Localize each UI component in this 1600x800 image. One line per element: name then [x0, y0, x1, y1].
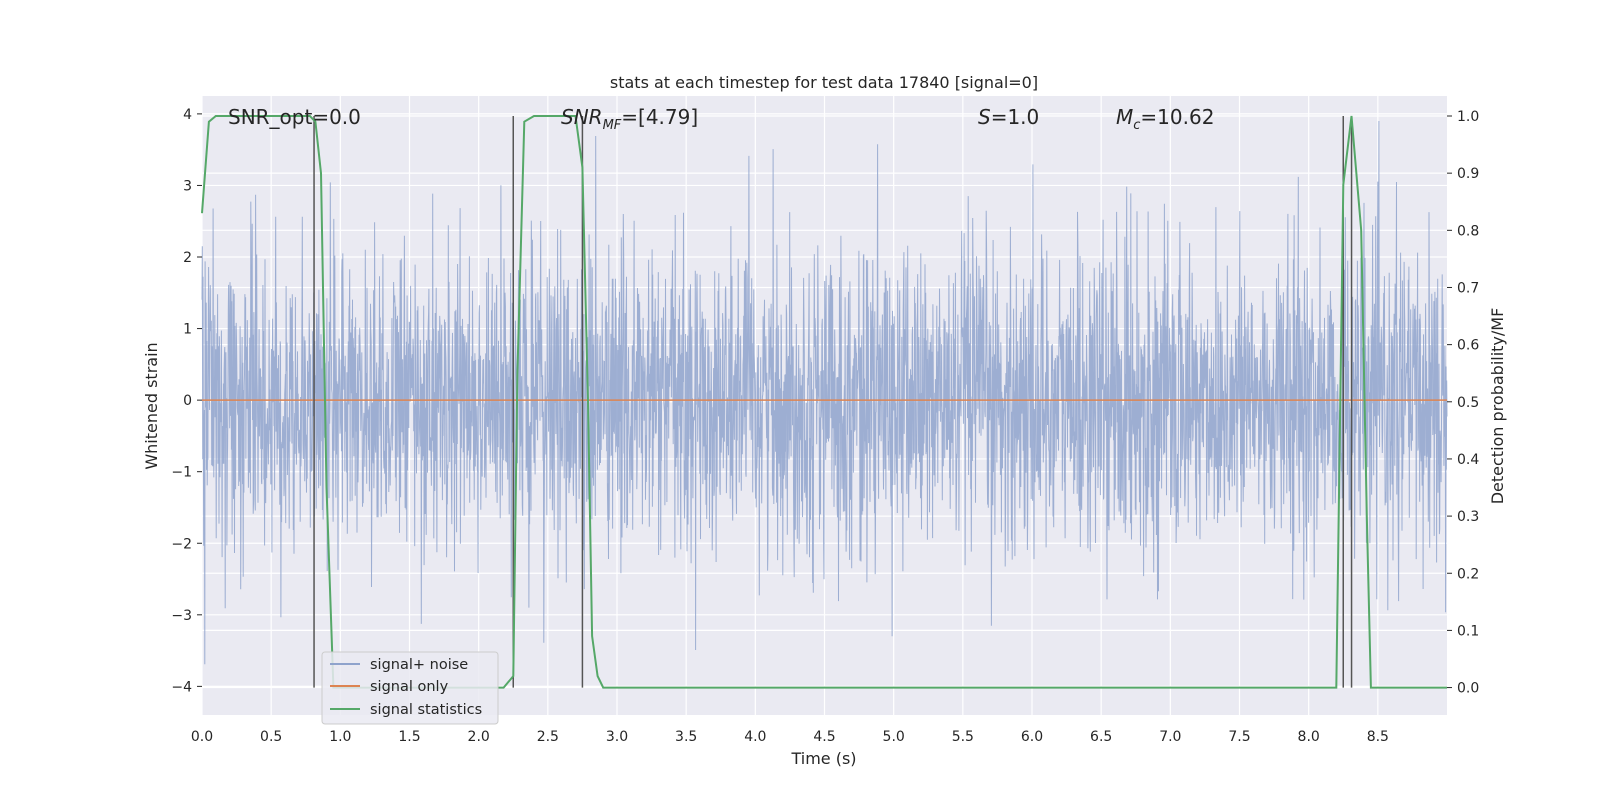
y2-tick-label: 0.0 — [1457, 681, 1479, 697]
y2-tick-label: 0.7 — [1457, 280, 1479, 296]
tick-labels: 0.0 0.5 1.0 1.5 2.0 2.5 3.0 3.5 4.0 4.5 5.0 5.5 6.0 6… — [171, 107, 1479, 745]
x-tick-label: 4.0 — [744, 729, 766, 745]
legend: signal+ noise signal only signal statist… — [321, 651, 499, 725]
x-tick-label: 7.5 — [1228, 729, 1250, 745]
y2-tick-label: 0.8 — [1457, 223, 1479, 239]
svg-text:S=1.0: S=1.0 — [978, 105, 1039, 129]
y-tick-label: −3 — [171, 608, 192, 624]
signal-statistics-line — [201, 115, 1447, 689]
y-tick-label: −4 — [171, 679, 192, 695]
x-axis-label: Time (s) — [790, 749, 856, 768]
y-tick-label: 0 — [183, 393, 192, 409]
y2-tick-label: 0.2 — [1457, 566, 1479, 582]
y-tick-label: 1 — [183, 322, 192, 338]
y2-tick-label: 1.0 — [1457, 109, 1479, 125]
x-tick-label: 3.0 — [606, 729, 628, 745]
x-tick-label: 8.0 — [1298, 729, 1320, 745]
series-signal-noise — [201, 120, 1448, 665]
legend-label-signal-only: signal only — [370, 679, 449, 695]
annotation-s: S=1.0 — [978, 105, 1039, 129]
x-tick-label: 3.5 — [675, 729, 697, 745]
x-tick-label: 5.5 — [952, 729, 974, 745]
y-axis-label: Whitened strain — [142, 342, 161, 469]
series-signal-statistics — [201, 115, 1447, 689]
legend-label-statistics: signal statistics — [370, 702, 482, 718]
detection-markers — [313, 116, 1353, 688]
x-tick-label: 2.0 — [468, 729, 490, 745]
y2-axis-label: Detection probability/MF — [1488, 308, 1507, 505]
y2-tick-label: 0.3 — [1457, 509, 1479, 525]
legend-label-noise: signal+ noise — [370, 657, 468, 673]
y2-tick-label: 0.4 — [1457, 452, 1479, 468]
y2-tick-label: 0.6 — [1457, 338, 1479, 354]
x-tick-label: 0.0 — [191, 729, 213, 745]
annotation-mc: Mc=10.62 — [1116, 105, 1214, 133]
y-tick-label: −1 — [171, 465, 192, 481]
x-tick-label: 8.5 — [1367, 729, 1389, 745]
svg-text:Mc=10.62: Mc=10.62 — [1116, 105, 1214, 133]
x-tick-label: 7.0 — [1159, 729, 1181, 745]
annotation-snr-opt: SNR_opt=0.0 — [228, 105, 361, 129]
x-tick-label: 6.5 — [1090, 729, 1112, 745]
signal-noise-line — [201, 120, 1448, 665]
y2-tick-label: 0.9 — [1457, 166, 1479, 182]
chart-title: stats at each timestep for test data 178… — [610, 73, 1038, 92]
y2-tick-label: 0.5 — [1457, 395, 1479, 411]
legend-box — [321, 651, 499, 725]
y-tick-label: 3 — [183, 178, 192, 194]
x-tick-label: 4.5 — [813, 729, 835, 745]
y-tick-label: −2 — [171, 536, 192, 552]
x-tick-label: 5.0 — [883, 729, 905, 745]
y-tick-label: 4 — [183, 107, 192, 123]
svg-text:SNRMF=[4.79]: SNRMF=[4.79] — [561, 105, 698, 133]
x-tick-label: 1.5 — [398, 729, 420, 745]
x-tick-label: 1.0 — [329, 729, 351, 745]
x-tick-label: 6.0 — [1021, 729, 1043, 745]
x-tick-label: 0.5 — [260, 729, 282, 745]
x-tick-label: 2.5 — [537, 729, 559, 745]
y2-tick-label: 0.1 — [1457, 623, 1479, 639]
y-tick-label: 2 — [183, 250, 192, 266]
annotation-snr-mf: SNRMF=[4.79] — [561, 105, 698, 133]
